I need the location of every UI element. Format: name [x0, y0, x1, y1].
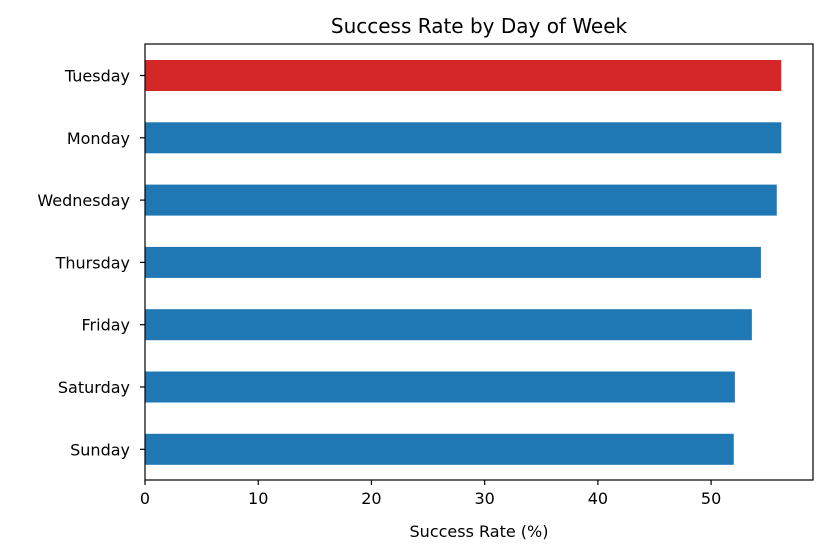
x-tick-label-20: 20 [361, 489, 381, 508]
y-tick-label-saturday: Saturday [58, 378, 130, 397]
x-axis-ticks: 0 10 20 30 40 50 [140, 480, 721, 508]
x-tick-label-50: 50 [701, 489, 721, 508]
bar-tuesday [145, 60, 782, 91]
chart-title: Success Rate by Day of Week [331, 14, 628, 38]
x-axis-label: Success Rate (%) [410, 522, 549, 541]
bar-saturday [145, 371, 735, 403]
x-tick-label-0: 0 [140, 489, 150, 508]
x-tick-label-30: 30 [474, 489, 494, 508]
bar-monday [145, 122, 782, 154]
y-axis-ticks: Tuesday Monday Wednesday Thursday Friday Satu… [37, 67, 145, 459]
y-tick-label-wednesday: Wednesday [37, 191, 130, 210]
y-tick-label-tuesday: Tuesday [64, 67, 130, 86]
bar-thursday [145, 246, 761, 278]
bar-friday [145, 309, 752, 341]
bar-sunday [145, 433, 734, 465]
bar-wednesday [145, 184, 777, 216]
y-tick-label-friday: Friday [82, 316, 131, 335]
y-tick-label-monday: Monday [67, 129, 130, 148]
plot-frame [144, 43, 814, 481]
x-tick-label-40: 40 [588, 489, 608, 508]
x-tick-label-10: 10 [248, 489, 268, 508]
y-tick-label-sunday: Sunday [70, 440, 130, 459]
y-tick-label-thursday: Thursday [55, 253, 130, 272]
bars-group [145, 60, 782, 465]
